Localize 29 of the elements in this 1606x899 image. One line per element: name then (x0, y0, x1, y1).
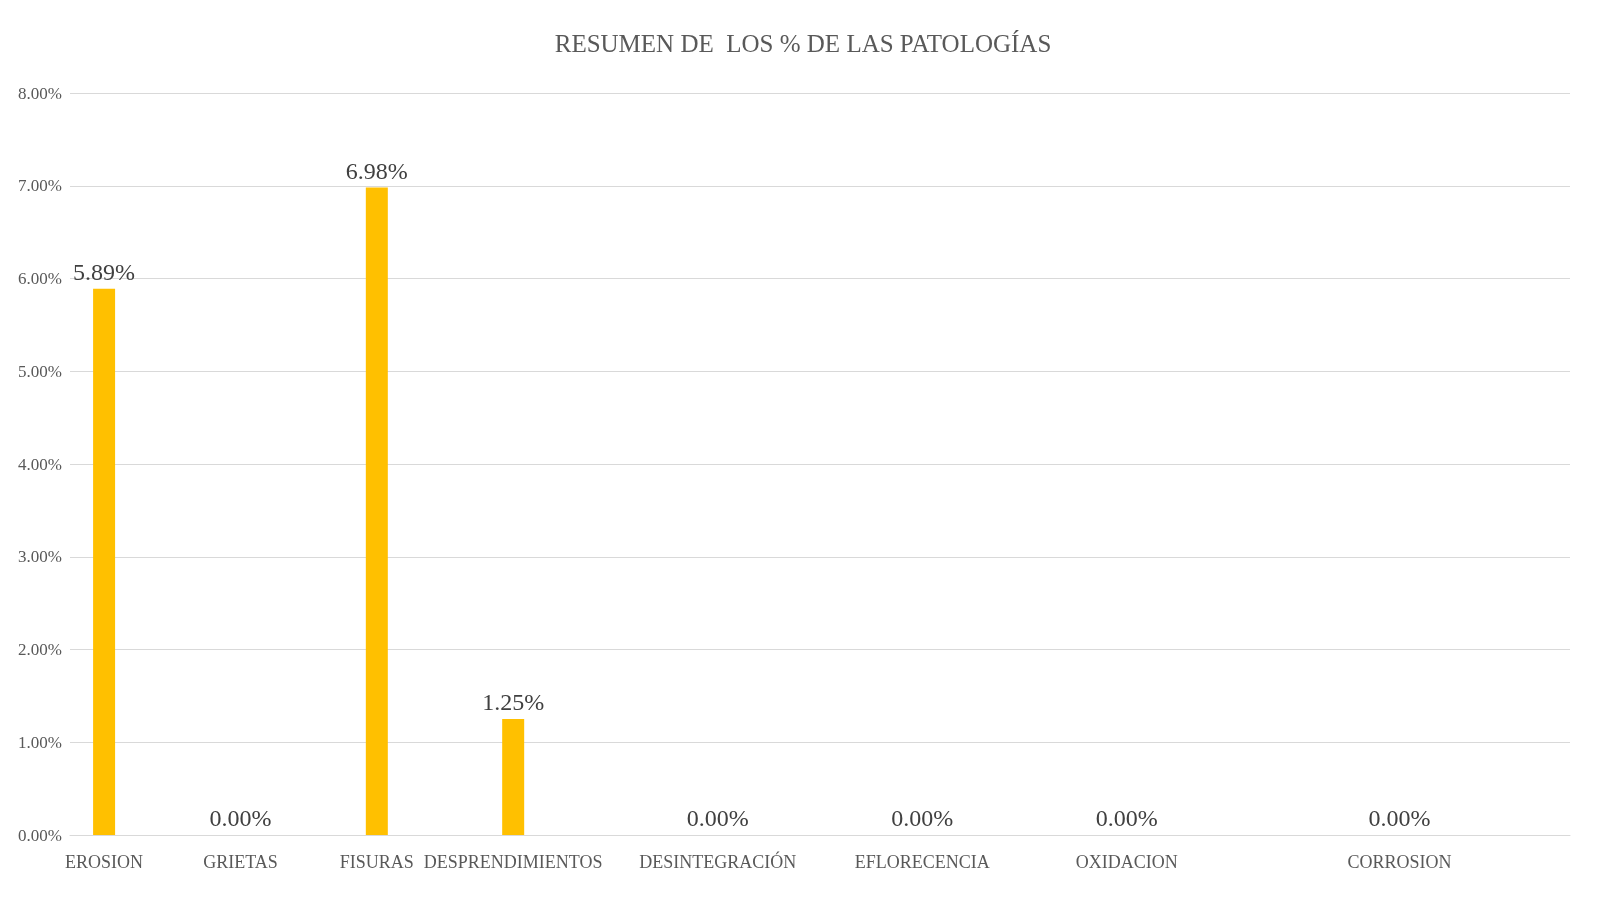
y-tick-label: 1.00% (18, 732, 62, 752)
y-tick-label: 0.00% (18, 825, 62, 845)
x-tick-label: DESPRENDIMIENTOS (423, 852, 603, 872)
data-label: 1.25% (482, 689, 545, 716)
data-label: 0.00% (686, 805, 749, 831)
y-tick-label: 8.00% (18, 83, 62, 103)
x-tick-label: DESINTEGRACIÓN (639, 851, 797, 872)
y-tick-label: 5.00% (18, 361, 62, 381)
y-tick-label: 6.00% (18, 269, 62, 288)
bar (502, 719, 525, 835)
data-label: 6.98% (345, 157, 408, 184)
data-label: 5.89% (73, 258, 136, 285)
data-label: 0.00% (1368, 805, 1431, 831)
x-tick-label: FISURAS (339, 852, 414, 872)
x-tick-label: EFLORECENCIA (854, 852, 990, 872)
chart-title: RESUMEN DE LOS % DE LAS PATOLOGÍAS (554, 30, 1052, 57)
bar (365, 187, 388, 835)
data-label: 0.00% (891, 805, 954, 831)
x-tick-label: OXIDACION (1075, 852, 1178, 872)
y-tick-label: 3.00% (18, 547, 62, 567)
x-tick-label: CORROSION (1347, 852, 1452, 872)
x-tick-label: EROSION (65, 852, 144, 872)
x-tick-label: GRIETAS (203, 852, 278, 872)
y-tick-label: 7.00% (18, 176, 62, 196)
y-tick-label: 2.00% (18, 640, 62, 659)
bar (93, 288, 116, 835)
data-label: 0.00% (1095, 805, 1158, 831)
data-label: 0.00% (209, 805, 272, 831)
y-tick-label: 4.00% (18, 454, 62, 474)
